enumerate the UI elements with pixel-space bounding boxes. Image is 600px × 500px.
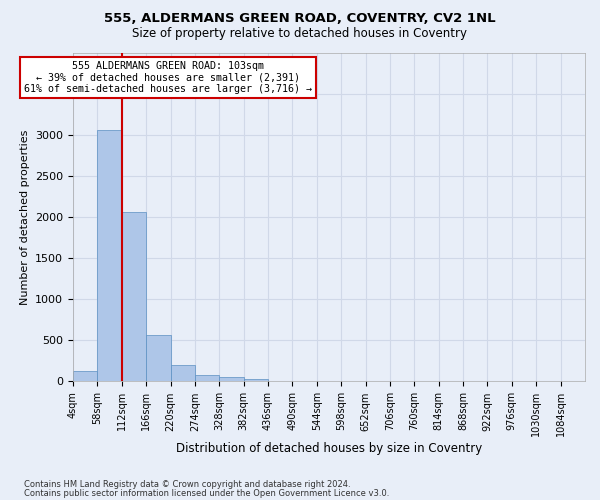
Text: Contains public sector information licensed under the Open Government Licence v3: Contains public sector information licen…: [24, 490, 389, 498]
Bar: [97, 130, 122, 382]
Bar: [170, 366, 195, 382]
Text: Contains HM Land Registry data © Crown copyright and database right 2024.: Contains HM Land Registry data © Crown c…: [24, 480, 350, 489]
Text: 555, ALDERMANS GREEN ROAD, COVENTRY, CV2 1NL: 555, ALDERMANS GREEN ROAD, COVENTRY, CV2…: [104, 12, 496, 26]
Bar: [219, 377, 244, 382]
Bar: [244, 378, 268, 382]
Text: 555 ALDERMANS GREEN ROAD: 103sqm
← 39% of detached houses are smaller (2,391)
61: 555 ALDERMANS GREEN ROAD: 103sqm ← 39% o…: [23, 60, 311, 94]
X-axis label: Distribution of detached houses by size in Coventry: Distribution of detached houses by size …: [176, 442, 482, 455]
Text: Size of property relative to detached houses in Coventry: Size of property relative to detached ho…: [133, 26, 467, 40]
Bar: [122, 212, 146, 382]
Bar: [73, 371, 97, 382]
Bar: [195, 376, 219, 382]
Bar: [146, 336, 170, 382]
Y-axis label: Number of detached properties: Number of detached properties: [20, 130, 29, 304]
